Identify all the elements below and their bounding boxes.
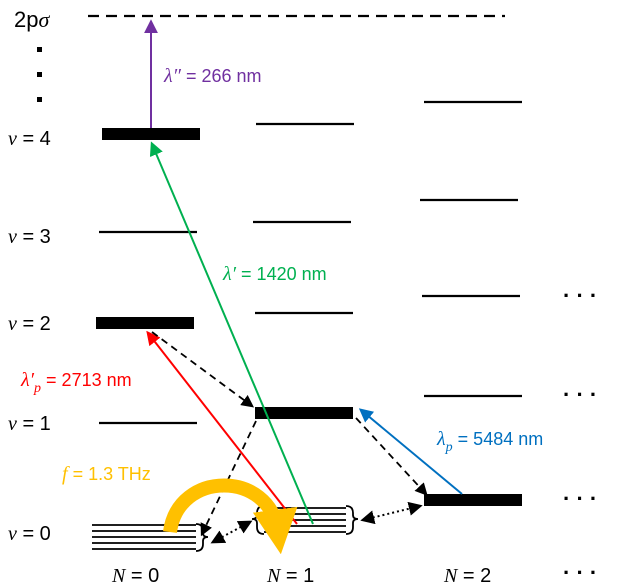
v3-label: v = 3 (8, 226, 51, 248)
arrow-lambda-p (358, 408, 463, 495)
v0-label: v = 0 (8, 523, 51, 545)
ellipsis-v0: · · · (563, 486, 597, 511)
label-lambda-prime-p: λ′p = 2713 nm (20, 369, 132, 396)
brace-N1-v0-right (345, 505, 359, 535)
brace-N0-v0 (195, 523, 209, 552)
label-thz: f = 1.3 THz (62, 463, 151, 485)
vertical-ellipsis (37, 47, 42, 102)
label-lambda-double-prime: λ″ = 266 nm (163, 65, 262, 87)
arrow-lambda-prime (149, 141, 314, 525)
arrow-lambda-prime-p (146, 330, 298, 525)
label-lambda-p: λp = 5484 nm (436, 428, 543, 455)
N1-label: N = 1 (266, 565, 314, 585)
ellipsis-N-axis: · · · (563, 560, 597, 585)
N2-label: N = 2 (443, 565, 491, 585)
v1-label: v = 1 (8, 413, 51, 435)
dotted-arrow-N1-N2 (360, 501, 423, 525)
label-2psigma: 2pσ (14, 7, 50, 32)
N0-label: N = 0 (111, 565, 159, 585)
level-N0-v0-hyperfine (92, 524, 196, 550)
ellipsis-v1: · · · (563, 382, 597, 407)
arrow-thz (163, 478, 298, 555)
decay-v1N1-to-v0N2 (355, 417, 428, 496)
decay-v1N1-to-v0N0 (200, 420, 257, 537)
v4-label: v = 4 (8, 128, 51, 150)
label-lambda-prime: λ′ = 1420 nm (222, 263, 327, 285)
dotted-arrow-N0-N1 (210, 520, 253, 544)
v2-label: v = 2 (8, 313, 51, 335)
ellipsis-v2: · · · (563, 283, 597, 308)
decay-v2N0-to-v1N1 (151, 331, 255, 408)
